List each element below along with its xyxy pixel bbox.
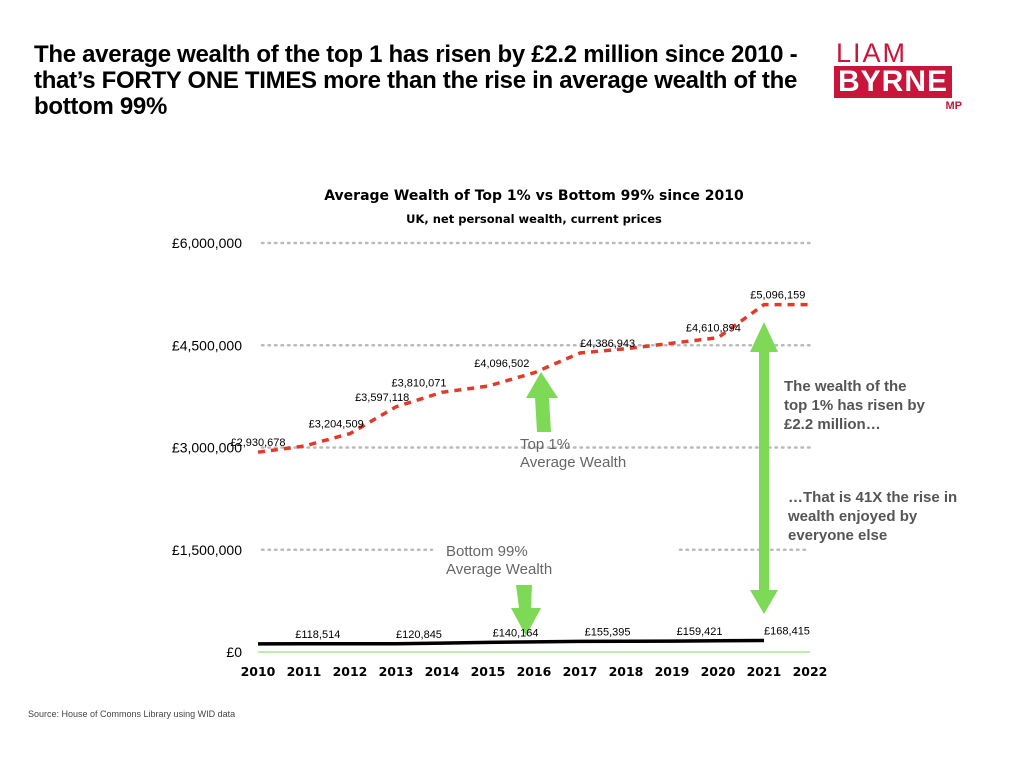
data-label: £120,845 [396,629,442,641]
data-label: £2,930,678 [230,437,285,449]
annotation-41x: …That is 41X the rise in [788,489,957,506]
double-arrow-icon [750,322,778,614]
bottom-99-percent-line [257,638,765,646]
top-1-percent-label: Average Wealth [520,454,626,471]
annotation-41x: wealth enjoyed by [787,508,918,525]
x-tick-label: 2022 [793,664,828,679]
liam-byrne-logo: LIAM BYRNE MP [834,38,966,118]
data-label: £4,610,894 [686,323,741,335]
data-label: £3,597,118 [355,392,409,404]
source-note: Source: House of Commons Library using W… [28,709,236,719]
x-tick-label: 2016 [517,664,552,679]
up-arrow-icon [526,372,558,432]
data-label: £118,514 [295,629,340,641]
data-label: £3,204,509 [309,419,364,431]
x-tick-label: 2015 [471,664,506,679]
logo-line-liam: LIAM [836,38,908,68]
data-label: £4,096,502 [474,358,529,370]
data-label: £155,395 [585,626,631,638]
y-tick-label: £1,500,000 [172,542,242,558]
down-arrow-icon [511,585,541,636]
data-label: £140,164 [493,627,539,639]
data-label: £5,096,159 [750,290,805,302]
gridlines [258,241,812,653]
x-tick-label: 2020 [701,664,736,679]
y-axis: £0 £1,500,000 £3,000,000 £4,500,000 £6,000,0… [172,235,242,660]
y-tick-label: £6,000,000 [172,235,242,251]
x-tick-label: 2012 [333,664,368,679]
annotation-top-rise: top 1% has risen by [784,397,926,414]
bottom-99-percent-label: Bottom 99% [446,543,528,560]
x-tick-label: 2011 [287,664,322,679]
chart-title: Average Wealth of Top 1% vs Bottom 99% s… [324,188,744,204]
x-axis: 2010 2011 2012 2013 2014 2015 2016 2017 2018 2019… [241,664,828,679]
top-1-percent-line [257,302,810,454]
y-tick-label: £4,500,000 [172,337,242,353]
y-tick-label: £3,000,000 [172,440,242,456]
series [257,302,810,646]
data-label: £168,415 [764,626,810,638]
x-tick-label: 2021 [747,664,782,679]
arrows [511,322,778,636]
data-label: £159,421 [677,626,723,638]
top-1-percent-label: Top 1% [520,436,570,453]
annotation-41x: everyone else [788,527,887,544]
annotation-top-rise: £2.2 million… [784,416,881,433]
x-tick-label: 2013 [379,664,414,679]
bottom-99-percent-label: Average Wealth [446,561,552,578]
x-tick-label: 2014 [425,664,460,679]
logo-line-byrne: BYRNE [834,66,953,98]
y-tick-label: £0 [226,644,242,660]
x-tick-label: 2017 [563,664,598,679]
x-tick-label: 2010 [241,664,276,679]
annotation-top-rise: The wealth of the [784,378,907,395]
data-labels: £2,930,678 £3,204,509 £3,597,118 £3,810,071… [230,290,809,641]
logo-line-mp: MP [945,100,963,112]
chart-subtitle: UK, net personal wealth, current prices [406,212,662,226]
headline: The average wealth of the top 1 has rise… [34,41,798,120]
x-tick-label: 2019 [655,664,690,679]
data-label: £4,386,943 [580,338,635,350]
x-tick-label: 2018 [609,664,644,679]
data-label: £3,810,071 [391,377,446,389]
